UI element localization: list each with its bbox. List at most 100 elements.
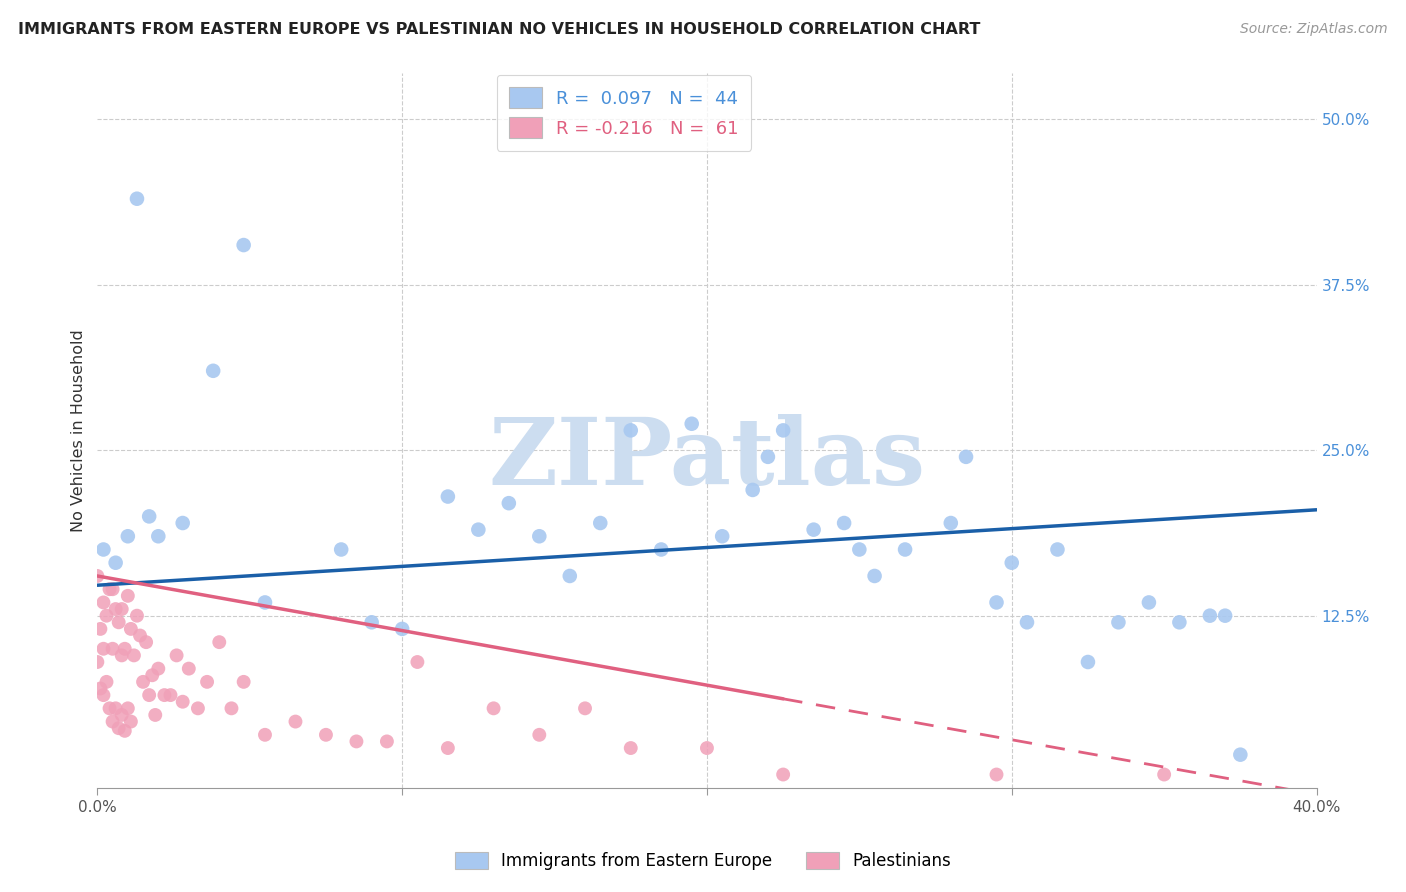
Point bbox=[650, 542, 672, 557]
Point bbox=[681, 417, 703, 431]
Point bbox=[166, 648, 188, 663]
Legend: R =  0.097   N =  44, R = -0.216   N =  61: R = 0.097 N = 44, R = -0.216 N = 61 bbox=[496, 75, 751, 151]
Point bbox=[620, 741, 643, 756]
Point bbox=[117, 701, 139, 715]
Point bbox=[1137, 595, 1160, 609]
Point bbox=[803, 523, 825, 537]
Point bbox=[1229, 747, 1251, 762]
Point bbox=[772, 423, 794, 437]
Point bbox=[360, 615, 382, 630]
Point bbox=[122, 648, 145, 663]
Point bbox=[939, 516, 962, 530]
Point bbox=[93, 688, 115, 702]
Point bbox=[756, 450, 779, 464]
Point bbox=[437, 490, 460, 504]
Point bbox=[574, 701, 596, 715]
Point bbox=[232, 238, 254, 252]
Point bbox=[208, 635, 231, 649]
Point bbox=[96, 674, 118, 689]
Point bbox=[741, 483, 763, 497]
Point bbox=[93, 595, 115, 609]
Y-axis label: No Vehicles in Household: No Vehicles in Household bbox=[72, 329, 86, 532]
Point bbox=[125, 608, 148, 623]
Point bbox=[482, 701, 505, 715]
Point bbox=[848, 542, 870, 557]
Point bbox=[529, 529, 551, 543]
Point bbox=[253, 595, 276, 609]
Text: Source: ZipAtlas.com: Source: ZipAtlas.com bbox=[1240, 22, 1388, 37]
Point bbox=[93, 641, 115, 656]
Point bbox=[711, 529, 734, 543]
Text: IMMIGRANTS FROM EASTERN EUROPE VS PALESTINIAN NO VEHICLES IN HOUSEHOLD CORRELATI: IMMIGRANTS FROM EASTERN EUROPE VS PALEST… bbox=[18, 22, 980, 37]
Point bbox=[101, 641, 124, 656]
Point bbox=[159, 688, 181, 702]
Point bbox=[148, 529, 170, 543]
Point bbox=[1213, 608, 1236, 623]
Point bbox=[863, 569, 886, 583]
Point bbox=[107, 615, 129, 630]
Point bbox=[330, 542, 353, 557]
Point bbox=[93, 542, 115, 557]
Point bbox=[96, 608, 118, 623]
Point bbox=[125, 192, 148, 206]
Point bbox=[148, 662, 170, 676]
Point bbox=[391, 622, 413, 636]
Point bbox=[1168, 615, 1191, 630]
Point bbox=[315, 728, 337, 742]
Point bbox=[104, 556, 127, 570]
Point bbox=[195, 674, 218, 689]
Point bbox=[986, 767, 1008, 781]
Point bbox=[772, 767, 794, 781]
Point bbox=[117, 589, 139, 603]
Point bbox=[114, 641, 136, 656]
Point bbox=[529, 728, 551, 742]
Point bbox=[467, 523, 489, 537]
Point bbox=[111, 648, 134, 663]
Point bbox=[114, 723, 136, 738]
Point bbox=[107, 721, 129, 735]
Point bbox=[104, 602, 127, 616]
Point bbox=[143, 708, 166, 723]
Point bbox=[375, 734, 398, 748]
Point bbox=[129, 628, 152, 642]
Point bbox=[894, 542, 917, 557]
Point bbox=[101, 714, 124, 729]
Point bbox=[232, 674, 254, 689]
Point bbox=[620, 423, 643, 437]
Point bbox=[1046, 542, 1069, 557]
Point bbox=[253, 728, 276, 742]
Point bbox=[120, 622, 142, 636]
Point bbox=[98, 701, 121, 715]
Point bbox=[98, 582, 121, 597]
Point bbox=[111, 602, 134, 616]
Point bbox=[558, 569, 581, 583]
Point bbox=[1077, 655, 1099, 669]
Point bbox=[104, 701, 127, 715]
Point bbox=[153, 688, 176, 702]
Point bbox=[101, 582, 124, 597]
Text: ZIPatlas: ZIPatlas bbox=[488, 414, 925, 504]
Point bbox=[346, 734, 368, 748]
Point bbox=[138, 688, 160, 702]
Point bbox=[177, 662, 200, 676]
Point bbox=[1015, 615, 1038, 630]
Point bbox=[117, 529, 139, 543]
Point bbox=[696, 741, 718, 756]
Point bbox=[138, 509, 160, 524]
Point bbox=[141, 668, 163, 682]
Point bbox=[284, 714, 307, 729]
Point bbox=[111, 708, 134, 723]
Point bbox=[172, 695, 194, 709]
Point bbox=[221, 701, 243, 715]
Point bbox=[172, 516, 194, 530]
Point bbox=[135, 635, 157, 649]
Point bbox=[1153, 767, 1175, 781]
Point bbox=[1107, 615, 1129, 630]
Point bbox=[406, 655, 429, 669]
Point bbox=[120, 714, 142, 729]
Point bbox=[89, 622, 111, 636]
Point bbox=[1199, 608, 1222, 623]
Point bbox=[955, 450, 977, 464]
Point bbox=[89, 681, 111, 696]
Point bbox=[589, 516, 612, 530]
